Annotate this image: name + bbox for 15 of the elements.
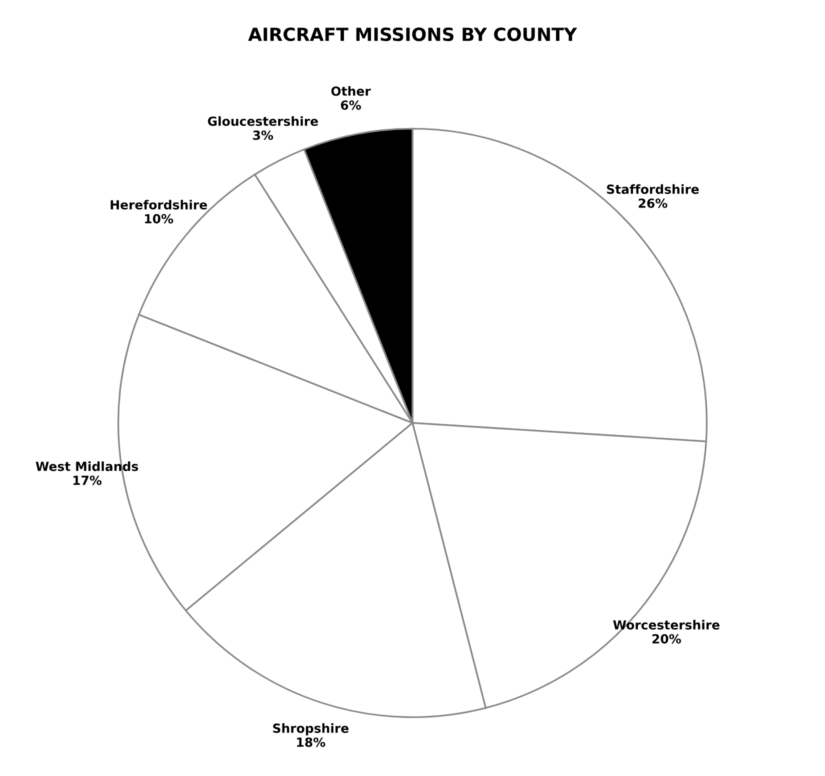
data-label: 18% <box>297 738 326 747</box>
slice-label: Herefordshire <box>110 200 207 210</box>
slice-label: Worcestershire <box>613 620 720 630</box>
data-label: 20% <box>652 634 681 644</box>
slice-label: West Midlands <box>36 461 138 472</box>
data-label: 26% <box>638 198 668 208</box>
data-label: 6% <box>340 100 361 110</box>
data-label: 17% <box>73 476 102 486</box>
slice-label: Gloucestershire <box>208 116 318 126</box>
slice-label: Staffordshire <box>606 184 699 194</box>
data-label: 3% <box>253 130 274 140</box>
data-label: 10% <box>145 214 174 224</box>
chart-title: AIRCRAFT MISSIONS BY COUNTY <box>248 27 578 42</box>
slice-label: Other <box>331 86 371 96</box>
slice-label: Shropshire <box>273 723 348 736</box>
